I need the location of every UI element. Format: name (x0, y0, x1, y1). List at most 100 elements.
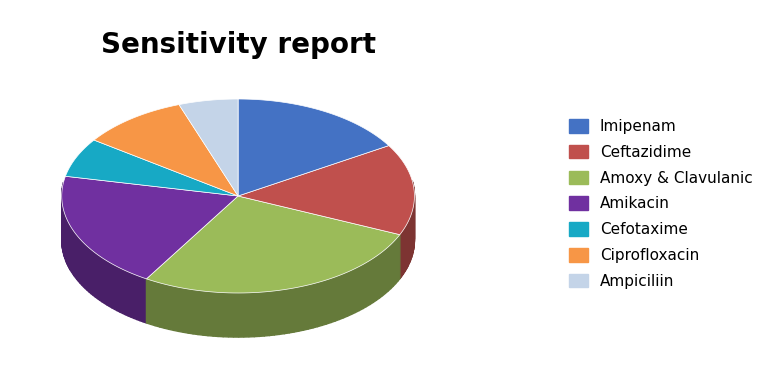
Polygon shape (137, 276, 141, 321)
Polygon shape (249, 292, 254, 337)
Polygon shape (67, 218, 68, 265)
Polygon shape (102, 258, 104, 303)
Polygon shape (223, 293, 229, 337)
Polygon shape (118, 267, 120, 312)
Polygon shape (85, 245, 88, 290)
Polygon shape (396, 237, 398, 284)
Text: Sensitivity report: Sensitivity report (101, 31, 376, 59)
Polygon shape (95, 253, 98, 299)
Polygon shape (362, 263, 366, 309)
Polygon shape (88, 246, 89, 292)
Polygon shape (388, 245, 391, 291)
Polygon shape (71, 228, 73, 274)
Polygon shape (238, 99, 389, 196)
Polygon shape (151, 280, 155, 326)
Polygon shape (68, 222, 69, 268)
Polygon shape (61, 176, 238, 279)
Polygon shape (93, 251, 95, 297)
Polygon shape (382, 249, 386, 296)
Polygon shape (233, 293, 239, 337)
Polygon shape (98, 255, 100, 300)
Polygon shape (326, 279, 331, 324)
Polygon shape (335, 276, 339, 321)
Polygon shape (405, 226, 406, 271)
Polygon shape (144, 278, 147, 323)
Legend: Imipenam, Ceftazidime, Amoxy & Clavulanic, Amikacin, Cefotaxime, Ciprofloxacin, : Imipenam, Ceftazidime, Amoxy & Clavulani… (569, 119, 753, 289)
Polygon shape (78, 238, 80, 283)
Polygon shape (238, 145, 415, 235)
Polygon shape (359, 265, 362, 311)
Polygon shape (404, 227, 405, 273)
Polygon shape (317, 281, 322, 327)
Polygon shape (75, 234, 77, 279)
Polygon shape (125, 270, 128, 316)
Polygon shape (356, 267, 359, 312)
Polygon shape (376, 254, 379, 300)
Polygon shape (69, 224, 71, 270)
Polygon shape (160, 283, 164, 328)
Polygon shape (264, 292, 269, 336)
Polygon shape (339, 274, 343, 319)
Polygon shape (352, 269, 356, 314)
Polygon shape (94, 105, 238, 196)
Polygon shape (147, 279, 151, 325)
Polygon shape (82, 241, 84, 287)
Polygon shape (107, 261, 110, 307)
Polygon shape (147, 196, 400, 293)
Polygon shape (373, 256, 376, 303)
Polygon shape (155, 281, 160, 327)
Polygon shape (73, 230, 74, 276)
Polygon shape (289, 288, 294, 333)
Polygon shape (179, 287, 184, 332)
Polygon shape (308, 284, 313, 329)
Polygon shape (141, 277, 144, 322)
Polygon shape (331, 277, 335, 323)
Polygon shape (218, 292, 223, 337)
Polygon shape (279, 290, 284, 334)
Polygon shape (114, 265, 118, 311)
Polygon shape (214, 292, 218, 336)
Polygon shape (179, 99, 238, 196)
Polygon shape (299, 286, 303, 331)
Polygon shape (131, 273, 134, 318)
Polygon shape (366, 261, 369, 307)
Polygon shape (169, 285, 174, 330)
Polygon shape (112, 264, 114, 309)
Polygon shape (400, 233, 401, 279)
Polygon shape (100, 256, 102, 302)
Polygon shape (188, 289, 194, 334)
Polygon shape (369, 258, 373, 305)
Polygon shape (65, 140, 238, 196)
Polygon shape (110, 262, 112, 308)
Polygon shape (174, 286, 179, 331)
Polygon shape (407, 223, 408, 269)
Polygon shape (294, 287, 299, 332)
Polygon shape (393, 240, 396, 286)
Polygon shape (123, 269, 125, 315)
Polygon shape (84, 243, 85, 289)
Polygon shape (194, 290, 198, 335)
Polygon shape (402, 230, 403, 276)
Polygon shape (208, 292, 214, 336)
Polygon shape (401, 232, 402, 277)
Polygon shape (391, 242, 393, 289)
Polygon shape (204, 291, 208, 336)
Polygon shape (91, 250, 93, 296)
Polygon shape (274, 290, 279, 335)
Polygon shape (284, 289, 289, 334)
Polygon shape (239, 293, 243, 337)
Polygon shape (77, 236, 78, 281)
Polygon shape (229, 293, 233, 337)
Polygon shape (269, 291, 274, 336)
Polygon shape (198, 290, 204, 335)
Polygon shape (104, 260, 107, 305)
Polygon shape (134, 274, 137, 319)
Polygon shape (259, 292, 264, 336)
Polygon shape (379, 252, 382, 298)
Polygon shape (80, 239, 82, 285)
Polygon shape (243, 293, 249, 337)
Polygon shape (66, 216, 67, 263)
Polygon shape (128, 272, 131, 317)
Polygon shape (403, 229, 404, 274)
Polygon shape (303, 285, 308, 330)
